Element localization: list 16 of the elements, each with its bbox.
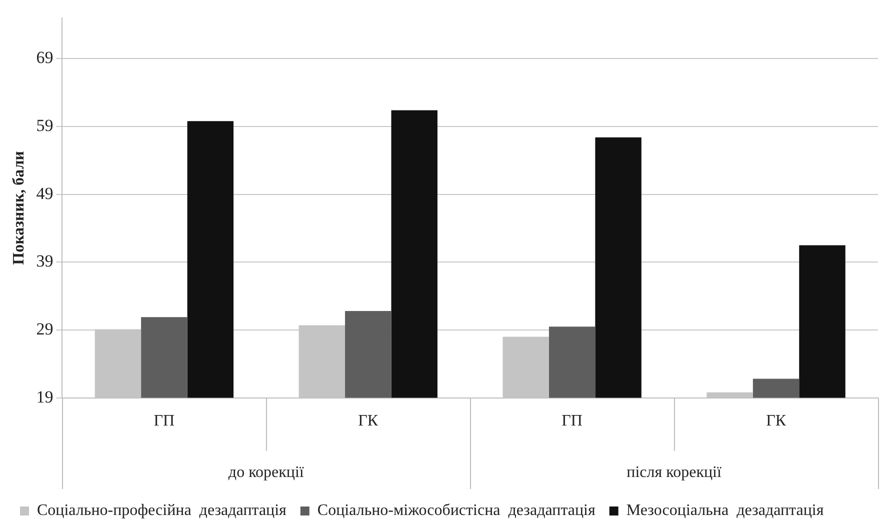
x-tick-label: ГП [154,412,176,430]
x-tick-label: ГК [358,412,378,430]
y-tick-label: 59 [36,116,54,135]
y-tick-label: 49 [36,184,54,203]
legend-label: Соціально-міжособистісна дезадаптація [317,502,596,520]
legend-label: Мезосоціальна дезадаптація [626,502,824,520]
text: до корекції [228,464,304,482]
y-tick-label: 29 [36,319,54,338]
legend-label: Соціально-професійна дезадаптація [37,502,288,520]
text: після корекції [626,464,722,482]
x-tick-label: ГК [766,412,786,430]
y-tick-label: 69 [36,48,54,68]
y-axis-title: Показник, бали [10,150,28,265]
y-tick-label: 19 [36,387,54,406]
x-tick-label: ГП [562,412,583,430]
y-tick-label: 39 [36,252,54,271]
